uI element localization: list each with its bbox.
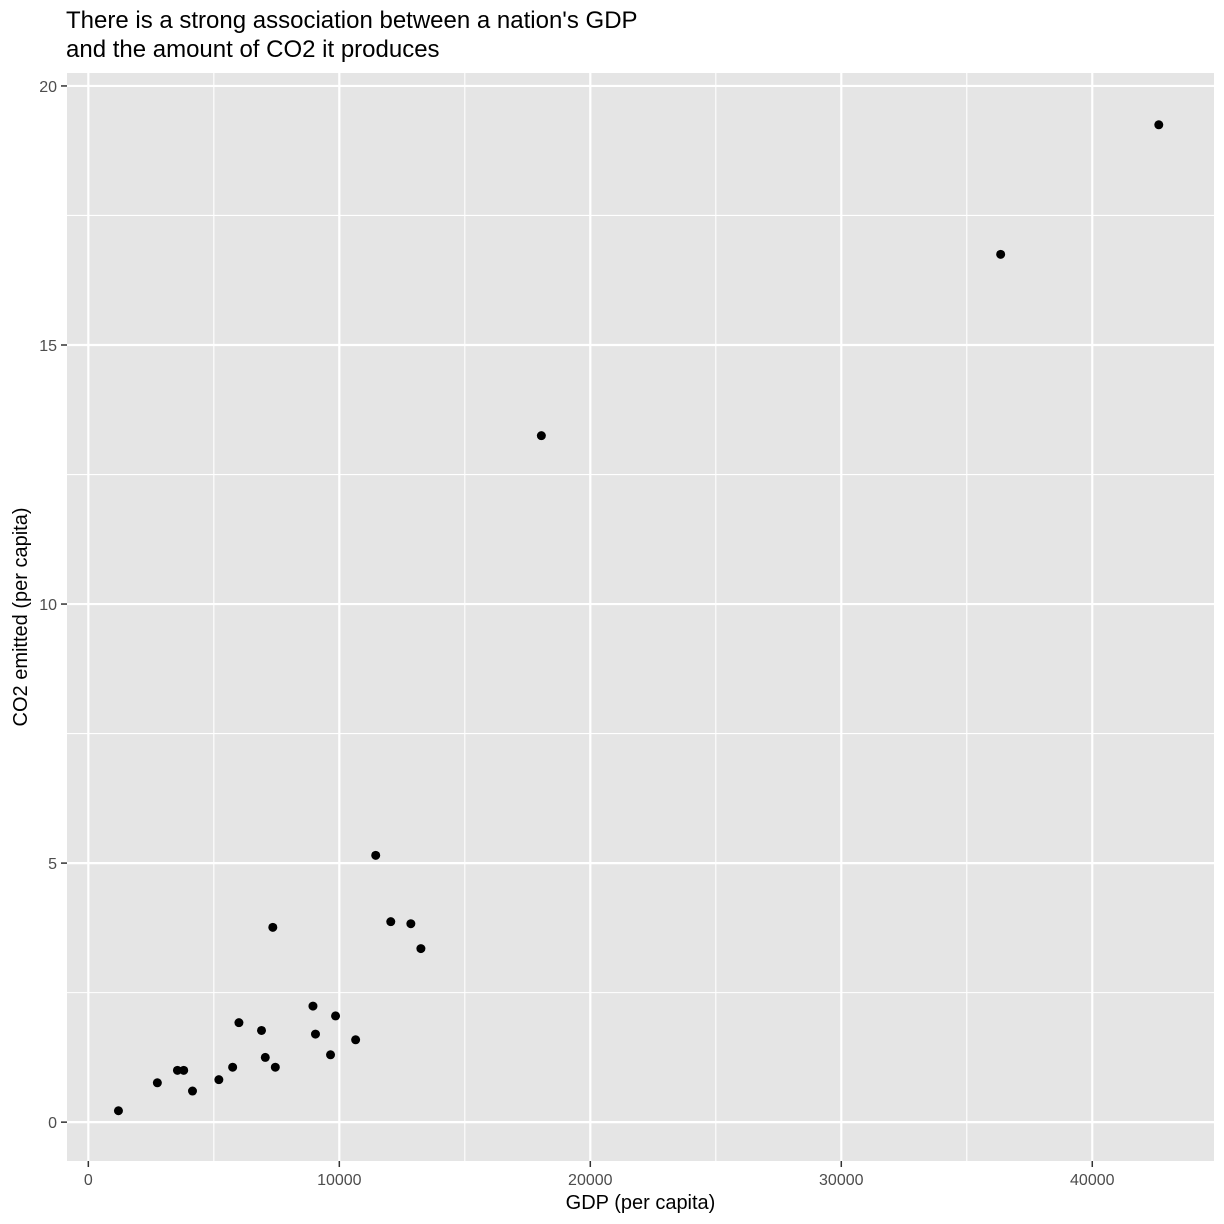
y-tick-label: 15 — [39, 338, 57, 355]
y-tick-label: 5 — [48, 856, 57, 873]
data-point — [331, 1011, 341, 1021]
data-point — [257, 1025, 267, 1035]
data-point — [172, 1065, 182, 1075]
data-point — [386, 917, 396, 927]
data-point — [234, 1018, 244, 1028]
data-point — [214, 1075, 224, 1085]
data-point — [351, 1035, 361, 1045]
data-points — [113, 120, 1164, 1116]
data-point — [416, 944, 426, 954]
chart-title: There is a strong association between a … — [66, 7, 638, 63]
data-point — [406, 919, 416, 929]
y-tick-label: 10 — [39, 597, 57, 614]
data-point — [308, 1001, 318, 1011]
y-axis-title: CO2 emitted (per capita) — [10, 508, 32, 727]
x-axis-title: GDP (per capita) — [566, 1192, 716, 1214]
data-point — [996, 249, 1006, 259]
data-point — [152, 1078, 162, 1088]
x-tick-label: 10000 — [317, 1172, 362, 1189]
data-point — [179, 1065, 189, 1075]
x-tick-label: 0 — [84, 1172, 93, 1189]
data-point — [268, 922, 278, 932]
x-tick-label: 20000 — [568, 1172, 613, 1189]
data-point — [371, 850, 381, 860]
y-tick-label: 0 — [48, 1115, 57, 1132]
data-point — [270, 1062, 280, 1072]
x-tick-label: 40000 — [1070, 1172, 1115, 1189]
gridlines — [67, 73, 1214, 1161]
data-point — [536, 431, 546, 441]
y-tick-label: 20 — [39, 79, 57, 96]
data-point — [113, 1106, 123, 1116]
data-point — [310, 1029, 320, 1039]
data-point — [228, 1062, 238, 1072]
data-point — [1154, 120, 1164, 130]
data-point — [326, 1050, 336, 1060]
x-tick-label: 30000 — [819, 1172, 864, 1189]
plot-panel — [67, 73, 1214, 1161]
data-point — [187, 1086, 197, 1096]
axes: 0 10000 20000 30000 40000 0 5 10 15 20 — [39, 79, 1114, 1189]
data-point — [260, 1052, 270, 1062]
